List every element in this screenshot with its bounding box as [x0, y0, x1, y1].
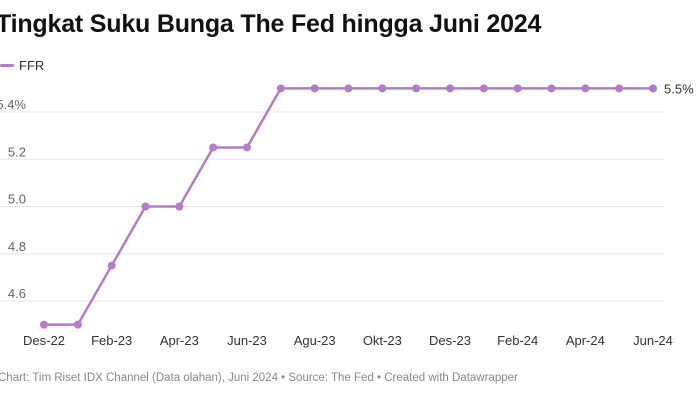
- x-axis-labels: Des-22 Feb-23 Apr-23 Jun-23 Agu-23 Okt-23 Des-…: [23, 333, 673, 348]
- x-tick-label: Apr-24: [566, 333, 605, 348]
- data-point: [615, 84, 624, 93]
- x-tick-label: Jun-23: [227, 333, 267, 348]
- chart-footer: Chart: Tim Riset IDX Channel (Data olaha…: [0, 372, 518, 384]
- data-point: [479, 84, 488, 93]
- data-point: [141, 202, 150, 211]
- data-point: [40, 320, 48, 329]
- chart-title: Tingkat Suku Bunga The Fed hingga Juni 2…: [0, 10, 542, 38]
- x-tick-label: Feb-23: [91, 333, 132, 348]
- y-tick-label: 4.8: [8, 239, 26, 254]
- data-point: [378, 84, 387, 93]
- x-tick-label: Agu-23: [294, 333, 336, 348]
- legend: FFR: [0, 57, 44, 73]
- data-point: [175, 202, 184, 211]
- data-point: [581, 84, 590, 93]
- x-tick-label: Okt-23: [363, 333, 402, 348]
- data-point: [107, 261, 116, 270]
- y-gridlines: 4.6 4.8 5.0 5.2 5.4%: [0, 97, 664, 302]
- data-point: [344, 84, 353, 93]
- data-point: [547, 84, 556, 93]
- y-tick-label: 4.6: [8, 286, 26, 301]
- legend-label: FFR: [19, 57, 45, 73]
- legend-swatch: [0, 63, 14, 67]
- series-points: [40, 84, 657, 329]
- end-value-label: 5.5%: [664, 81, 694, 96]
- y-tick-label: 5.4%: [0, 97, 26, 112]
- data-point: [276, 84, 285, 93]
- y-tick-label: 5.2: [8, 144, 26, 159]
- data-point: [310, 84, 319, 93]
- data-point: [649, 84, 657, 93]
- data-point: [513, 84, 522, 93]
- x-tick-label: Des-22: [23, 333, 65, 348]
- data-point: [243, 143, 251, 152]
- data-point: [73, 320, 82, 329]
- y-tick-label: 5.0: [8, 192, 26, 207]
- x-tick-label: Feb-24: [497, 333, 538, 348]
- data-point: [209, 143, 218, 152]
- data-point: [446, 84, 454, 93]
- x-tick-label: Des-23: [429, 333, 471, 348]
- data-point: [412, 84, 421, 93]
- x-tick-label: Apr-23: [160, 333, 199, 348]
- x-tick-label: Jun-24: [633, 333, 673, 348]
